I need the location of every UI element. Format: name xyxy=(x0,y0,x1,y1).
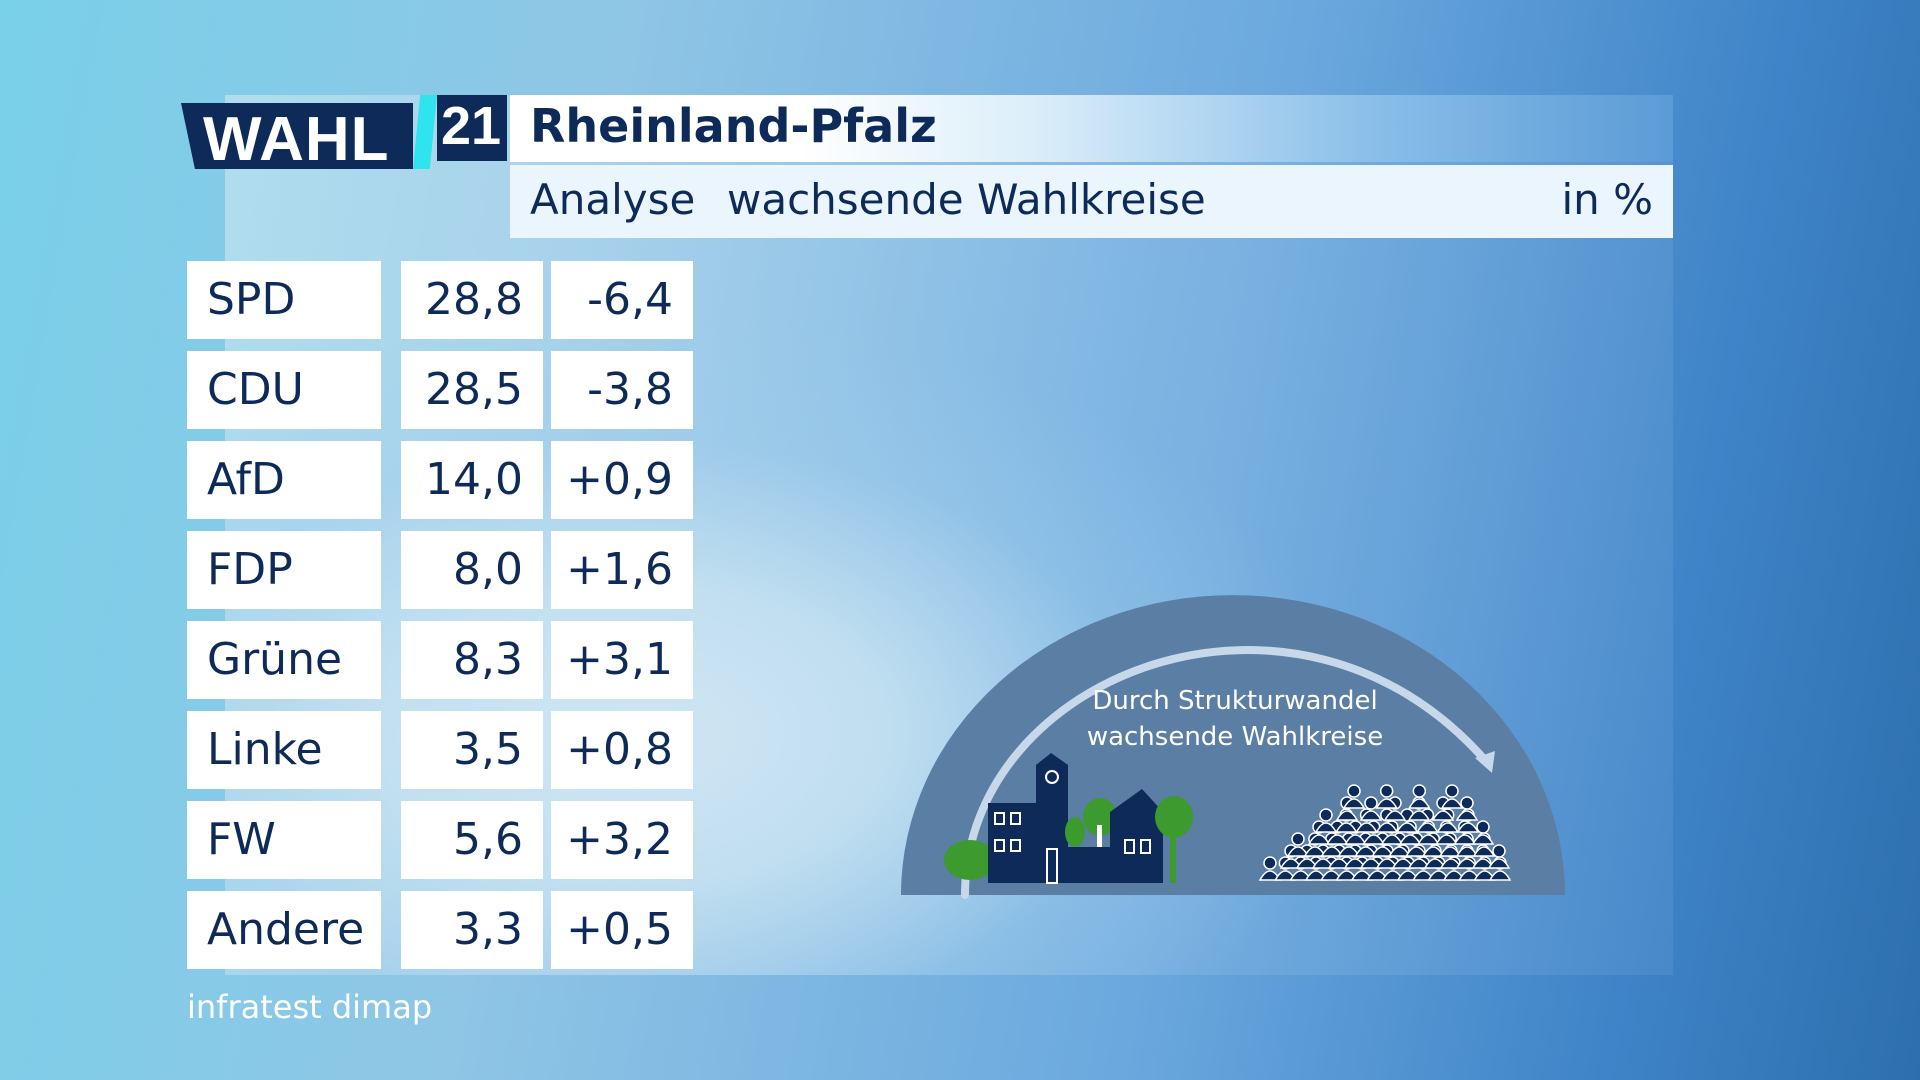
party-result-cell: 3,3 xyxy=(401,891,543,969)
party-change-cell: +0,9 xyxy=(551,441,693,519)
structural-change-illustration: Durch Strukturwandel wachsende Wahlkreis… xyxy=(901,595,1565,899)
party-change-cell: +3,2 xyxy=(551,801,693,879)
party-result-cell: 3,5 xyxy=(401,711,543,789)
town-icon xyxy=(944,753,1193,884)
party-name-cell: CDU xyxy=(187,351,381,429)
person-head xyxy=(1445,784,1459,798)
person-head xyxy=(1263,856,1277,870)
person-head xyxy=(1347,784,1361,798)
person-head xyxy=(1379,784,1394,798)
party-result-cell: 28,8 xyxy=(401,261,543,339)
party-name-cell: Linke xyxy=(187,711,381,789)
person-glyph xyxy=(1375,798,1398,809)
wahl-year-text: 21 xyxy=(441,96,502,156)
party-name-cell: Grüne xyxy=(187,621,381,699)
party-name-cell: AfD xyxy=(187,441,381,519)
party-result-cell: 8,0 xyxy=(401,531,543,609)
growth-arrow-head xyxy=(1475,751,1495,773)
subtitle-unit: in % xyxy=(1561,175,1653,224)
wahl-year-badge: 21 xyxy=(437,95,507,161)
party-change-cell: +3,1 xyxy=(551,621,693,699)
person-head xyxy=(1319,808,1333,822)
person-glyph xyxy=(1407,810,1431,821)
person-glyph xyxy=(1487,858,1511,869)
wahl-logo-text: WAHL xyxy=(203,105,390,174)
wahl-logo: WAHL xyxy=(181,103,413,169)
person-glyph xyxy=(1455,810,1479,821)
person-glyph xyxy=(1456,822,1480,833)
person-glyph xyxy=(1471,834,1495,845)
person-glyph xyxy=(1335,810,1359,821)
person-glyph xyxy=(1488,870,1512,881)
party-result-cell: 14,0 xyxy=(401,441,543,519)
title-bar: Rheinland-Pfalz xyxy=(510,95,1673,162)
person-head xyxy=(1476,820,1490,834)
person-head xyxy=(1364,796,1378,810)
party-name-cell: SPD xyxy=(187,261,381,339)
party-change-cell: +1,6 xyxy=(551,531,693,609)
person-glyph xyxy=(1383,810,1407,821)
person-glyph xyxy=(1431,810,1455,821)
party-result-cell: 5,6 xyxy=(401,801,543,879)
party-change-cell: -3,8 xyxy=(551,351,693,429)
party-name-cell: FDP xyxy=(187,531,381,609)
party-name-cell: FW xyxy=(187,801,381,879)
person-head xyxy=(1291,832,1305,846)
growth-arrow-arc xyxy=(961,646,1489,899)
person-glyph xyxy=(1472,846,1496,857)
person-glyph xyxy=(1359,810,1383,821)
subtitle-bar: Analyse wachsende Wahlkreise in % xyxy=(510,165,1673,238)
page-title: Rheinland-Pfalz xyxy=(530,99,937,153)
party-change-cell: -6,4 xyxy=(551,261,693,339)
party-name-cell: Andere xyxy=(187,891,381,969)
person-glyph xyxy=(1440,798,1464,809)
party-change-cell: +0,5 xyxy=(551,891,693,969)
illustration-caption-2: wachsende Wahlkreise xyxy=(1087,722,1383,752)
person-glyph xyxy=(1408,798,1431,809)
person-head xyxy=(1460,796,1474,810)
person-glyph xyxy=(1342,798,1366,809)
party-result-cell: 28,5 xyxy=(401,351,543,429)
crowd-icon xyxy=(1258,784,1512,881)
source-credit: infratest dimap xyxy=(187,988,433,1026)
illustration-caption-1: Durch Strukturwandel xyxy=(1092,686,1377,716)
party-result-cell: 8,3 xyxy=(401,621,543,699)
subtitle-topic: wachsende Wahlkreise xyxy=(727,175,1206,224)
person-head xyxy=(1492,844,1506,858)
party-change-cell: +0,8 xyxy=(551,711,693,789)
subtitle-analyse: Analyse xyxy=(530,175,696,224)
person-head xyxy=(1412,784,1427,798)
